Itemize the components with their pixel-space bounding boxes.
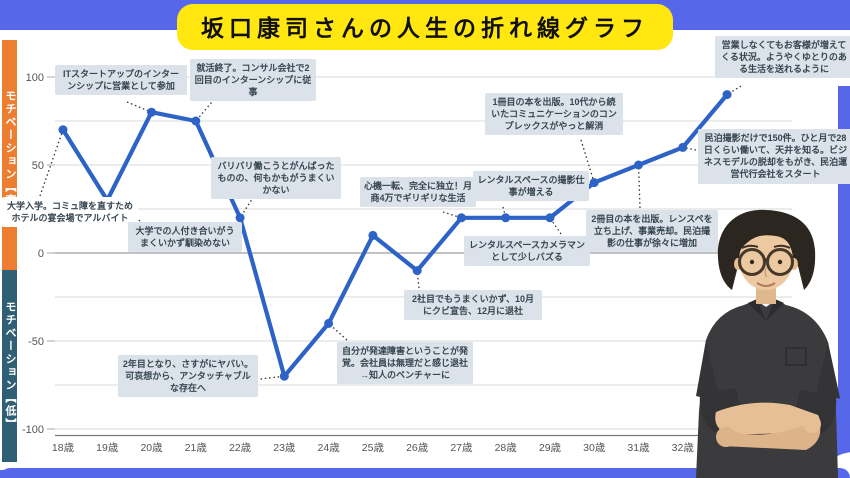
y-axis-low-label: モチベーション【低】 [2, 270, 17, 462]
svg-text:19歳: 19歳 [96, 442, 119, 454]
annotation-note: 2社目でもうまくいかず、10月にクビ宣告、12月に退社 [404, 290, 542, 321]
svg-text:100: 100 [26, 72, 44, 84]
svg-text:22歳: 22歳 [229, 442, 252, 454]
annotation-note: バリバリ働こうとがんばったものの、何もかもがうまくいかない [211, 157, 341, 200]
annotation-note: 2年目となり、さすがにヤバい。可哀想から、アンタッチャブルな存在へ [118, 355, 258, 398]
svg-text:-100: -100 [22, 424, 44, 436]
svg-text:26歳: 26歳 [406, 442, 429, 454]
annotation-note: 大学での人付き合いがうまくいかず馴染めない [128, 222, 242, 253]
annotation-note: 大学入学。コミュ障を直すためホテルの宴会場でアルバイト [2, 197, 138, 228]
svg-text:29歳: 29歳 [539, 442, 562, 454]
svg-text:23歳: 23歳 [273, 442, 296, 454]
svg-text:27歳: 27歳 [450, 442, 473, 454]
svg-text:18歳: 18歳 [52, 442, 75, 454]
annotation-note: レンタルスペースカメラマンとして少しバズる [464, 236, 590, 267]
annotation-note: レンタルスペースの撮影仕事が増える [473, 171, 589, 202]
page-title: 坂口康司さんの人生の折れ線グラフ [177, 4, 673, 50]
svg-text:25歳: 25歳 [362, 442, 385, 454]
svg-text:50: 50 [32, 160, 44, 172]
svg-text:32歳: 32歳 [672, 442, 695, 454]
annotation-note: 自分が発達障害ということが発覚。会社員は無理だと感じ退社→知人のベンチャーに [337, 342, 473, 385]
annotation-note: ITスタートアップのインターンシップに営業として参加 [55, 65, 187, 96]
annotation-note: 営業しなくてもお客様が増えてくる状況。ようやくゆとりのある生活を送れるように [715, 36, 850, 79]
annotation-note: 1冊目の本を出版。10代から続いたコミュニケーションのコンプレックスがやっと解消 [485, 93, 623, 136]
motivation-low-text: モチベーション【低】 [4, 301, 16, 431]
svg-text:21歳: 21歳 [185, 442, 208, 454]
bottom-accent-strip [0, 468, 850, 478]
annotation-note: 心機一転、完全に独立！月商4万でギリギリな生活 [360, 177, 476, 208]
svg-text:0: 0 [38, 248, 44, 260]
annotation-note: 2冊目の本を出版。レンスペを立ち上げ、事業売却。民泊撮影の仕事が徐々に増加 [586, 210, 718, 253]
svg-text:-50: -50 [28, 336, 44, 348]
annotation-note: 民泊撮影だけで150件。ひと月で28日くらい働いて、天井を知る。ビジネスモデルの… [698, 129, 850, 184]
svg-text:28歳: 28歳 [495, 442, 518, 454]
svg-text:20歳: 20歳 [140, 442, 163, 454]
motivation-high-text: モチベーション【高】 [4, 90, 16, 220]
svg-text:24歳: 24歳 [318, 442, 341, 454]
svg-text:31歳: 31歳 [627, 442, 650, 454]
annotation-note: 就活終了。コンサル会社で2回目のインターンシップに従事 [190, 59, 316, 102]
y-axis-high-label: モチベーション【高】 [2, 40, 17, 270]
svg-text:30歳: 30歳 [583, 442, 606, 454]
portrait-photo [696, 209, 840, 478]
